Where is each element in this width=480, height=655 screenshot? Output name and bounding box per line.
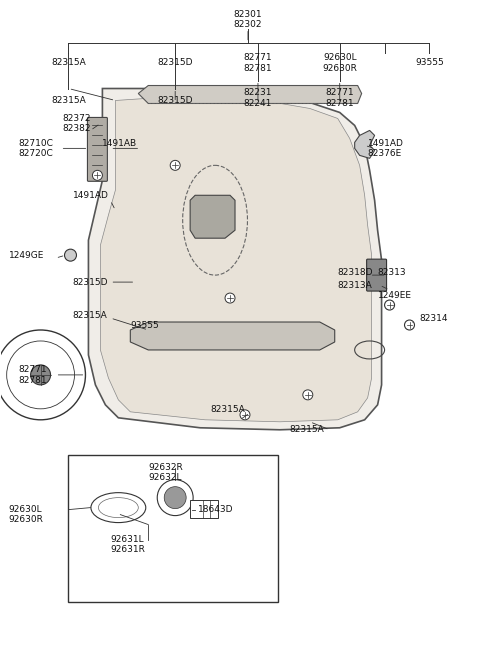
- Text: 93555: 93555: [415, 58, 444, 67]
- Circle shape: [164, 487, 186, 509]
- Text: 82372: 82372: [62, 114, 91, 123]
- Text: 82315D: 82315D: [157, 96, 193, 105]
- Text: 82301: 82301: [234, 10, 262, 19]
- Text: 92630R: 92630R: [9, 515, 44, 524]
- Bar: [69, 455, 278, 603]
- FancyBboxPatch shape: [87, 117, 108, 181]
- Text: 82315D: 82315D: [157, 58, 193, 67]
- Text: 82315A: 82315A: [290, 425, 324, 434]
- Text: 92630R: 92630R: [322, 64, 357, 73]
- Text: 82302: 82302: [234, 20, 262, 29]
- Circle shape: [384, 300, 395, 310]
- Text: 82318D: 82318D: [337, 268, 372, 276]
- Text: 18643D: 18643D: [198, 505, 234, 514]
- Text: 1491AD: 1491AD: [368, 139, 404, 148]
- Circle shape: [31, 365, 50, 385]
- Text: 82315A: 82315A: [210, 405, 245, 415]
- Text: 82313: 82313: [378, 268, 406, 276]
- Text: 82241: 82241: [244, 99, 272, 108]
- Text: 82314: 82314: [420, 314, 448, 322]
- Circle shape: [170, 160, 180, 170]
- Text: 1491AB: 1491AB: [102, 139, 138, 148]
- Circle shape: [64, 249, 76, 261]
- Polygon shape: [190, 195, 235, 238]
- Polygon shape: [130, 322, 335, 350]
- Text: 82315D: 82315D: [72, 278, 108, 287]
- Text: 82771: 82771: [325, 88, 354, 97]
- Text: 82781: 82781: [244, 64, 272, 73]
- Bar: [190, 500, 218, 517]
- Circle shape: [405, 320, 415, 330]
- Text: 82771: 82771: [19, 365, 47, 375]
- Text: 82781: 82781: [19, 377, 47, 385]
- Text: 82315A: 82315A: [51, 96, 86, 105]
- Text: 92630L: 92630L: [9, 505, 42, 514]
- Text: 92630L: 92630L: [323, 53, 357, 62]
- Text: 82315A: 82315A: [51, 58, 86, 67]
- Text: 1249EE: 1249EE: [378, 291, 412, 299]
- Text: 1249GE: 1249GE: [9, 251, 44, 259]
- Polygon shape: [100, 98, 372, 422]
- Polygon shape: [88, 88, 382, 430]
- Text: 82771: 82771: [244, 53, 272, 62]
- Text: 82313A: 82313A: [338, 280, 372, 290]
- Circle shape: [93, 170, 102, 180]
- Polygon shape: [138, 86, 361, 103]
- FancyBboxPatch shape: [367, 259, 386, 291]
- Text: 82376E: 82376E: [368, 149, 402, 158]
- Text: 82781: 82781: [325, 99, 354, 108]
- Circle shape: [225, 293, 235, 303]
- Circle shape: [303, 390, 313, 400]
- Text: 82710C: 82710C: [19, 139, 53, 148]
- Text: 82231: 82231: [244, 88, 272, 97]
- Circle shape: [240, 410, 250, 420]
- Text: 82315A: 82315A: [72, 310, 107, 320]
- Text: 1491AD: 1491AD: [72, 191, 108, 200]
- Text: 82720C: 82720C: [19, 149, 53, 158]
- Text: 93555: 93555: [130, 320, 159, 329]
- Text: 92632R: 92632R: [148, 463, 183, 472]
- Text: 92631R: 92631R: [110, 545, 145, 554]
- Polygon shape: [355, 130, 374, 159]
- Text: 82382: 82382: [62, 124, 91, 133]
- Text: 92631L: 92631L: [110, 535, 144, 544]
- Text: 92632L: 92632L: [148, 473, 182, 482]
